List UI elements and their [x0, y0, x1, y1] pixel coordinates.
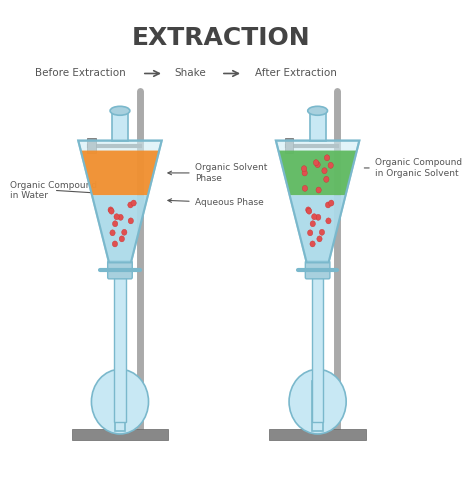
- Circle shape: [315, 162, 320, 168]
- Circle shape: [328, 162, 333, 168]
- Text: Organic Compound
in Water: Organic Compound in Water: [10, 180, 97, 200]
- Polygon shape: [312, 278, 323, 422]
- Circle shape: [128, 202, 133, 208]
- Ellipse shape: [308, 106, 328, 116]
- Circle shape: [324, 176, 329, 182]
- FancyBboxPatch shape: [87, 138, 96, 153]
- Circle shape: [112, 241, 118, 247]
- Circle shape: [118, 214, 123, 220]
- Circle shape: [313, 160, 319, 166]
- Circle shape: [310, 221, 315, 226]
- Circle shape: [317, 236, 322, 242]
- FancyBboxPatch shape: [112, 111, 128, 140]
- Polygon shape: [92, 196, 148, 262]
- Polygon shape: [81, 150, 159, 196]
- Circle shape: [307, 208, 312, 214]
- Circle shape: [302, 170, 307, 176]
- Text: Organic Solvent
Phase: Organic Solvent Phase: [168, 163, 267, 182]
- Circle shape: [316, 187, 321, 193]
- Text: Aqueous Phase: Aqueous Phase: [168, 198, 264, 207]
- FancyBboxPatch shape: [108, 261, 132, 279]
- Circle shape: [326, 218, 331, 224]
- Text: EXTRACTION: EXTRACTION: [132, 26, 310, 50]
- Circle shape: [302, 186, 308, 192]
- FancyBboxPatch shape: [310, 111, 326, 140]
- Polygon shape: [278, 150, 357, 196]
- FancyBboxPatch shape: [285, 138, 293, 153]
- Circle shape: [326, 202, 331, 208]
- FancyBboxPatch shape: [72, 430, 168, 440]
- Circle shape: [114, 214, 119, 220]
- Text: Shake: Shake: [174, 68, 206, 78]
- Ellipse shape: [110, 106, 130, 116]
- Circle shape: [306, 207, 311, 213]
- Circle shape: [112, 221, 118, 226]
- FancyBboxPatch shape: [312, 380, 323, 432]
- Circle shape: [310, 241, 315, 247]
- Polygon shape: [276, 140, 359, 262]
- Polygon shape: [290, 196, 346, 262]
- Text: Organic Compound
in Organic Solvent: Organic Compound in Organic Solvent: [365, 158, 462, 178]
- Circle shape: [128, 218, 134, 224]
- FancyBboxPatch shape: [305, 261, 330, 279]
- Circle shape: [131, 200, 136, 206]
- Circle shape: [308, 230, 313, 236]
- Circle shape: [289, 370, 346, 434]
- Polygon shape: [78, 140, 162, 262]
- Circle shape: [108, 207, 113, 213]
- Polygon shape: [114, 278, 126, 422]
- FancyBboxPatch shape: [269, 430, 366, 440]
- Text: Before Extraction: Before Extraction: [35, 68, 126, 78]
- Circle shape: [91, 370, 148, 434]
- Circle shape: [311, 214, 317, 220]
- Circle shape: [110, 230, 115, 236]
- Circle shape: [122, 230, 127, 235]
- FancyBboxPatch shape: [115, 380, 125, 432]
- Circle shape: [324, 155, 330, 160]
- Text: After Extraction: After Extraction: [255, 68, 337, 78]
- Circle shape: [109, 208, 114, 214]
- Circle shape: [119, 236, 125, 242]
- Circle shape: [301, 166, 307, 172]
- Circle shape: [322, 168, 327, 173]
- Circle shape: [316, 214, 321, 220]
- Circle shape: [319, 230, 325, 235]
- Circle shape: [328, 200, 334, 206]
